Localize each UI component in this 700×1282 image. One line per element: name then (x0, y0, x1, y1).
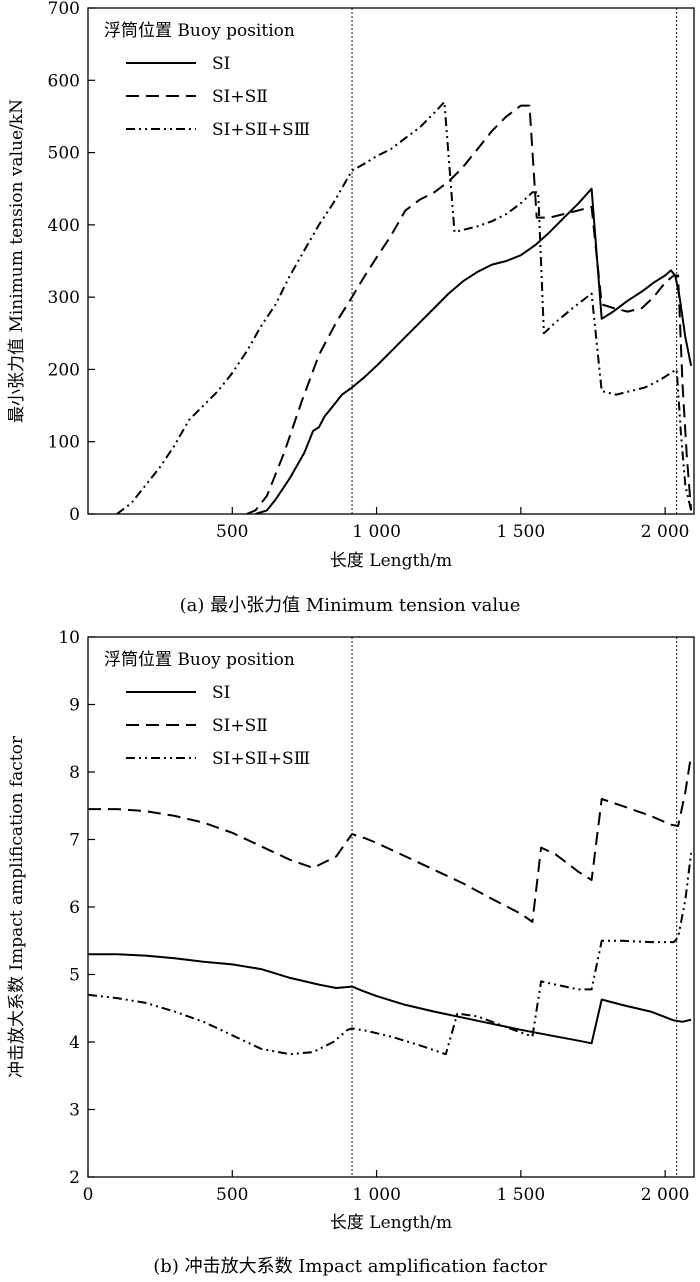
y-tick-label: 10 (58, 628, 80, 648)
chart-a-minimum-tension: 0 100 200 300 400 500 600 700 500 1 000 1 500 2 000… (7, 0, 695, 616)
y-tick-label: 2 (69, 1168, 80, 1188)
x-tick-label: 0 (83, 1185, 94, 1205)
legend-entry-2: SⅠ+SⅡ (212, 87, 268, 107)
x-tick-label: 500 (216, 522, 248, 542)
figure-caption: (b) 冲击放大系数 Impact amplification factor (153, 1256, 547, 1277)
x-tick-label: 1 000 (352, 1185, 401, 1205)
legend-entry-3: SⅠ+SⅡ+SⅢ (212, 749, 310, 769)
x-tick-label: 500 (216, 1185, 248, 1205)
x-tick-label: 2 000 (641, 1185, 690, 1205)
x-tick-label: 1 500 (497, 1185, 546, 1205)
y-tick-label: 600 (48, 71, 80, 91)
series-line-3 (88, 852, 693, 1056)
y-tick-label: 300 (48, 288, 80, 308)
y-tick-label: 9 (69, 696, 80, 716)
x-tick-label: 1 500 (497, 522, 546, 542)
legend-entry-3: SⅠ+SⅡ+SⅢ (212, 120, 310, 140)
x-axis-title: 长度 Length/m (330, 551, 452, 571)
y-tick-label: 6 (69, 898, 80, 918)
y-tick-label: 0 (69, 505, 80, 525)
x-tick-label: 1 000 (352, 522, 401, 542)
series-line-1 (88, 953, 692, 1045)
y-tick-label: 200 (48, 360, 80, 380)
series-line-3 (116, 101, 693, 514)
legend-entry-1: SⅠ (212, 54, 230, 74)
y-tick-label: 8 (69, 763, 80, 783)
x-axis-title: 长度 Length/m (330, 1213, 452, 1233)
x-tick-label: 2 000 (641, 522, 690, 542)
y-tick-label: 3 (69, 1101, 80, 1121)
figure-caption: (a) 最小张力值 Minimum tension value (180, 595, 521, 616)
y-axis-title: 最小张力值 Minimum tension value/kN (7, 99, 27, 423)
series-line-2 (88, 754, 693, 923)
legend-title: 浮筒位置 Buoy position (104, 21, 295, 41)
legend-entry-2: SⅠ+SⅡ (212, 716, 268, 736)
plot-frame (87, 7, 695, 515)
series-line-1 (255, 187, 693, 514)
y-tick-label: 400 (48, 216, 80, 236)
y-axis-title: 冲击放大系数 Impact amplification factor (7, 735, 27, 1078)
series-line-2 (246, 104, 693, 514)
y-tick-label: 500 (48, 144, 80, 164)
plot-frame (87, 636, 695, 1178)
y-tick-label: 700 (48, 0, 80, 19)
y-tick-label: 5 (69, 966, 80, 986)
y-tick-label: 7 (69, 831, 80, 851)
y-tick-label: 100 (48, 433, 80, 453)
legend-entry-1: SⅠ (212, 683, 230, 703)
legend-title: 浮筒位置 Buoy position (104, 650, 295, 670)
chart-b-impact-amplification: 2 3 4 5 6 7 8 9 10 0 500 1 000 1 500 2 000 浮筒位置 Buoy p… (7, 628, 695, 1277)
y-tick-label: 4 (69, 1033, 80, 1053)
